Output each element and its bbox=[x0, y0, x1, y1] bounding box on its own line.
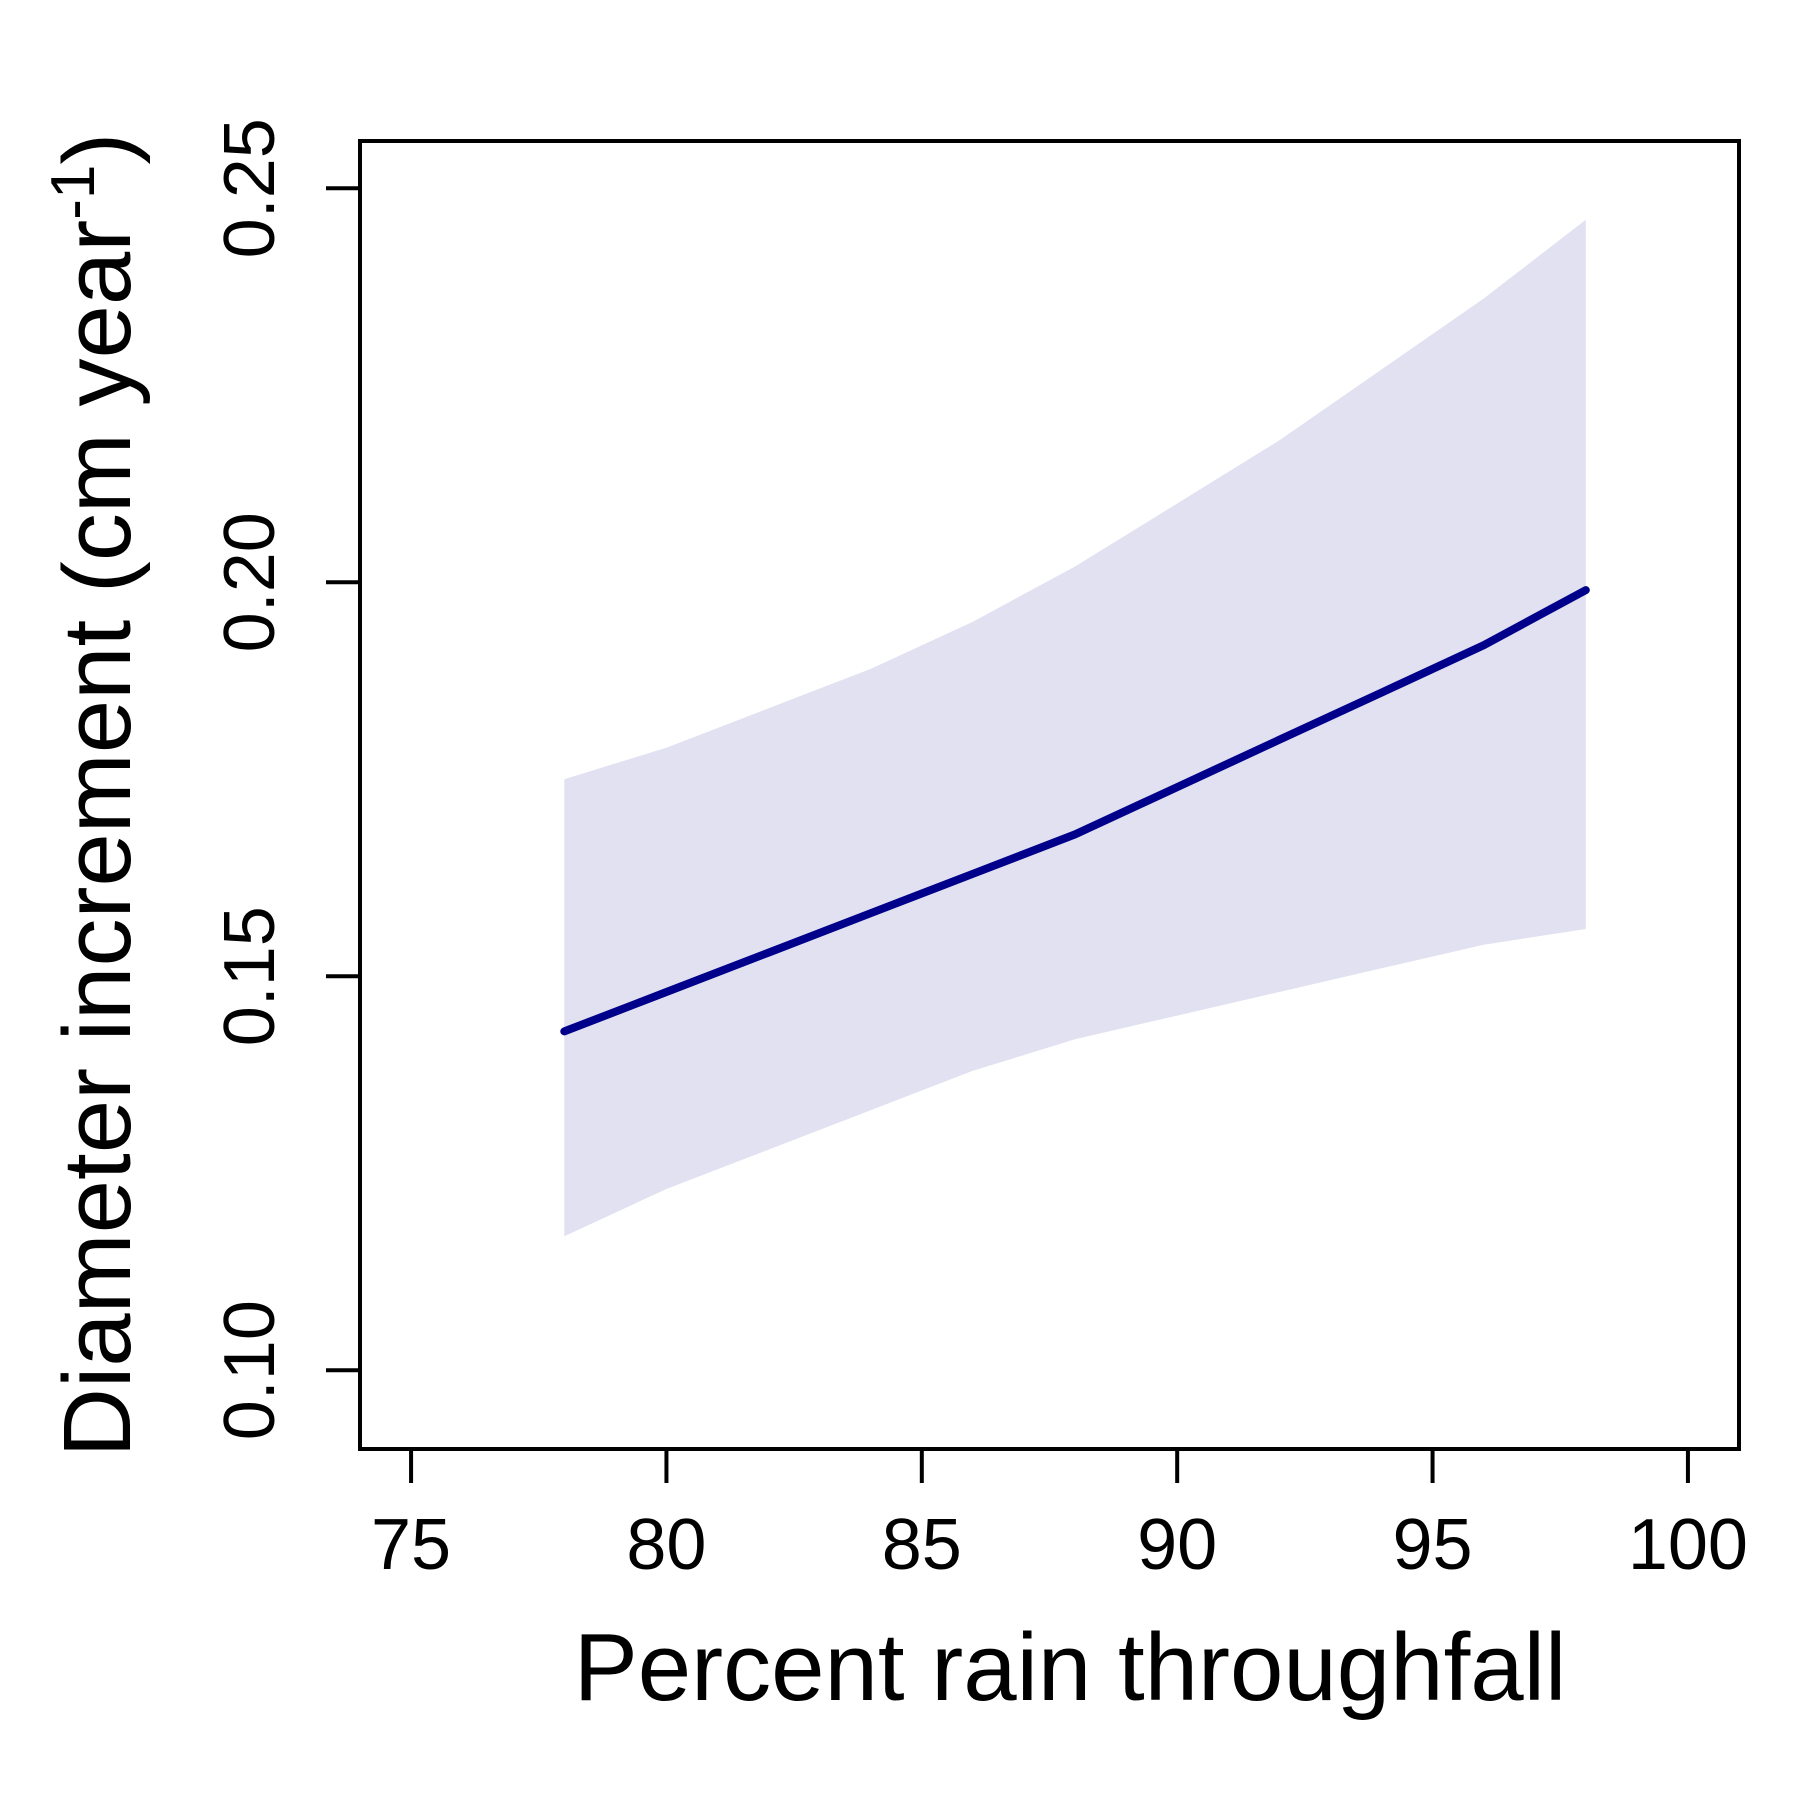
y-axis-label: Diameter increment (cm year-1) bbox=[39, 133, 151, 1458]
y-axis-label-main: Diameter increment (cm year bbox=[44, 220, 151, 1458]
x-tick-label: 80 bbox=[626, 1505, 706, 1585]
y-tick-label: 0.15 bbox=[210, 906, 290, 1046]
y-tick-label: 0.20 bbox=[210, 512, 290, 652]
confidence-band bbox=[564, 219, 1586, 1237]
x-axis: 75 80 85 90 95 100 bbox=[371, 1447, 1748, 1585]
x-tick-label: 75 bbox=[371, 1505, 451, 1585]
fitted-line-layer bbox=[560, 586, 1590, 1036]
confidence-band-layer bbox=[564, 219, 1586, 1237]
y-axis: 0.10 0.15 0.20 0.25 bbox=[210, 118, 362, 1440]
x-tick-label: 100 bbox=[1628, 1505, 1748, 1585]
fitted-line bbox=[560, 586, 1590, 1036]
y-tick-label: 0.25 bbox=[210, 118, 290, 258]
y-axis-label-close: ) bbox=[44, 133, 151, 165]
x-tick-label: 90 bbox=[1137, 1505, 1217, 1585]
y-axis-label-superscript: -1 bbox=[39, 165, 108, 220]
x-tick-label: 85 bbox=[882, 1505, 962, 1585]
x-tick-label: 95 bbox=[1393, 1505, 1473, 1585]
y-tick-label: 0.10 bbox=[210, 1300, 290, 1440]
x-axis-label: Percent rain throughfall bbox=[574, 1614, 1567, 1721]
